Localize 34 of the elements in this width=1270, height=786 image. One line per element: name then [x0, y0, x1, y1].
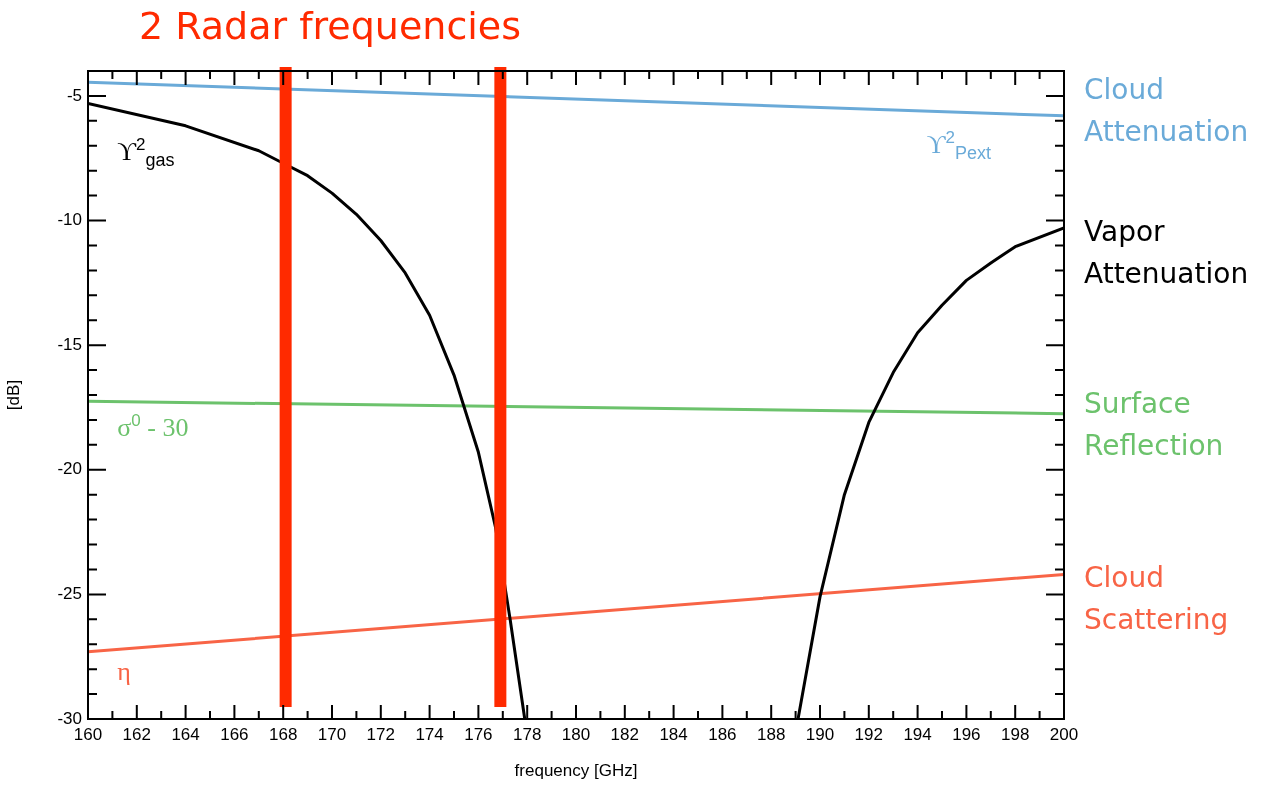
x-tick-label: 194 — [903, 724, 932, 744]
x-tick-label: 184 — [659, 724, 688, 744]
text: Surface Reflection — [1084, 385, 1224, 464]
x-tick-label: 198 — [1001, 724, 1030, 744]
x-tick-label: 176 — [464, 724, 493, 744]
y-tick-label: -10 — [57, 210, 82, 230]
y-tick-label: -25 — [57, 584, 82, 604]
x-tick-label: 172 — [366, 724, 395, 744]
series-label: σ$^{0}$ - 30 — [117, 411, 189, 444]
x-tick-label: 192 — [854, 724, 883, 744]
y-tick-label: -5 — [66, 85, 82, 105]
x-tick-label: 170 — [317, 724, 347, 744]
x-tick-label: 168 — [269, 724, 298, 744]
x-tick-label: 162 — [122, 724, 151, 744]
y-axis-title: [dB] — [3, 379, 23, 411]
y-tick-label: -15 — [57, 334, 82, 354]
x-tick-label: 196 — [952, 724, 981, 744]
text: Cloud Attenuation — [1084, 71, 1249, 150]
series-label: η — [117, 656, 131, 687]
text: Cloud Scattering — [1084, 560, 1229, 639]
x-tick-label: 186 — [708, 724, 737, 744]
x-tick-label: 180 — [561, 724, 591, 744]
x-tick-label: 178 — [513, 724, 542, 744]
x-tick-label: 200 — [1049, 724, 1079, 744]
text: Vapor Attenuation — [1084, 213, 1249, 292]
x-tick-label: 174 — [415, 724, 444, 744]
y-tick-label: -20 — [57, 459, 82, 479]
x-axis-title: frequency [GHz] — [514, 761, 638, 781]
x-tick-label: 190 — [805, 724, 835, 744]
x-tick-label: 182 — [610, 724, 639, 744]
x-tick-label: 164 — [171, 724, 200, 744]
x-tick-label: 166 — [220, 724, 249, 744]
x-tick-label: 188 — [757, 724, 786, 744]
chart-title: 2 Radar frequencies — [137, 4, 523, 48]
